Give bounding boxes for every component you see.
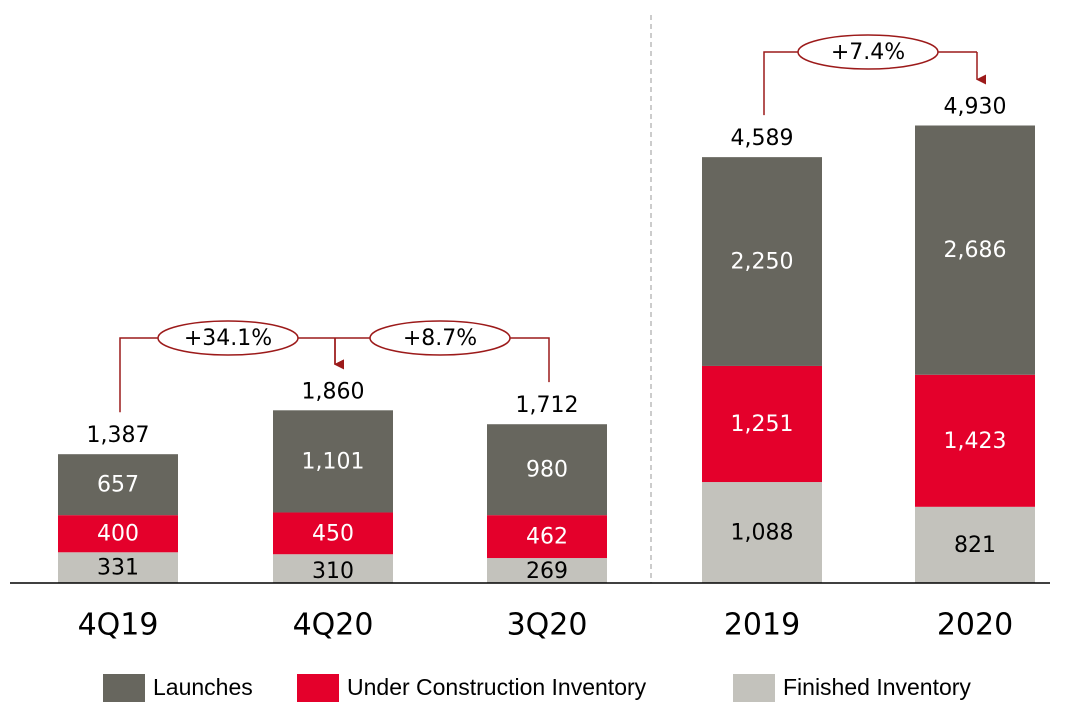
x-tick-label: 3Q20 [507, 608, 588, 643]
x-tick-label: 4Q20 [293, 608, 374, 643]
value-label: 2,250 [731, 250, 794, 275]
annotation: +8.7% [403, 326, 477, 351]
total-label: 1,712 [516, 393, 579, 418]
annotation: +34.1% [184, 326, 272, 351]
value-label: 1,423 [944, 429, 1007, 454]
total-label: 1,860 [302, 379, 365, 404]
total-label: 1,387 [87, 423, 150, 448]
legend-label: Launches [153, 674, 253, 700]
x-tick-label: 2020 [937, 608, 1013, 643]
bar-segment [58, 552, 178, 583]
value-label: 657 [97, 473, 139, 498]
bar-segment [58, 515, 178, 553]
total-label: 4,930 [944, 94, 1007, 119]
bar-segment [702, 482, 822, 583]
bar-segment [915, 125, 1035, 375]
bar-segment [915, 374, 1035, 507]
value-label: 1,251 [731, 412, 794, 437]
total-label: 4,589 [731, 126, 794, 151]
annotation-bubble [797, 34, 939, 70]
value-label: 331 [97, 556, 139, 581]
value-label: 1,101 [302, 449, 365, 474]
bar-segment [702, 157, 822, 366]
legend-swatch [297, 674, 339, 702]
bar-segment [487, 515, 607, 559]
bar-segment [915, 506, 1035, 583]
bar-segment [487, 558, 607, 583]
legend-swatch [733, 674, 775, 702]
x-tick-label: 2019 [724, 608, 800, 643]
value-label: 821 [954, 533, 996, 558]
value-label: 1,088 [731, 521, 794, 546]
value-label: 310 [312, 559, 354, 584]
value-label: 450 [312, 521, 354, 546]
bar-segment [273, 554, 393, 583]
legend-label: Under Construction Inventory [347, 674, 647, 700]
bar-segment [487, 424, 607, 516]
bar-segment [273, 410, 393, 513]
bar-segment [702, 365, 822, 483]
annotation-bubble [157, 320, 299, 356]
bar-segment [58, 454, 178, 516]
annotation: +7.4% [831, 40, 905, 65]
value-label: 269 [526, 559, 568, 584]
legend-swatch [103, 674, 145, 702]
value-label: 2,686 [944, 238, 1007, 263]
value-label: 400 [97, 522, 139, 547]
value-label: 462 [526, 525, 568, 550]
x-tick-label: 4Q19 [78, 608, 159, 643]
annotation-bubble [369, 320, 511, 356]
bar-segment [273, 512, 393, 555]
legend-label: Finished Inventory [783, 674, 971, 700]
value-label: 980 [526, 458, 568, 483]
